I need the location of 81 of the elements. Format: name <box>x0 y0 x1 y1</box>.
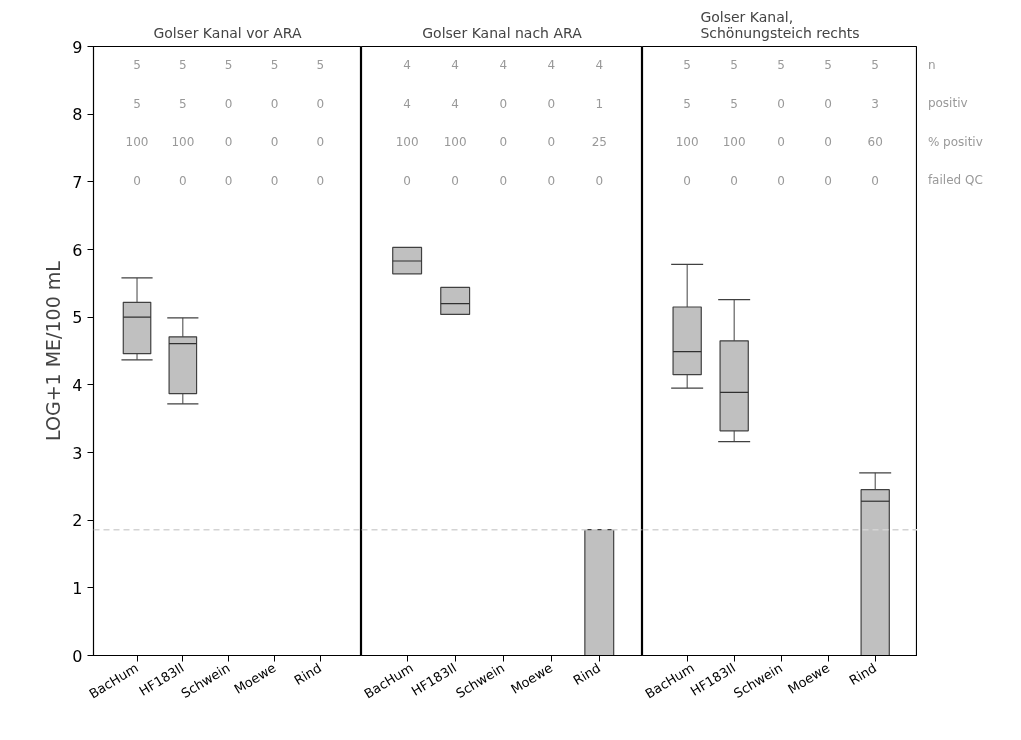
annotation: 5 <box>871 58 880 73</box>
annotation: 0 <box>730 173 738 188</box>
annotation: 5 <box>316 58 325 73</box>
annotation: 4 <box>595 58 604 73</box>
text: % positiv <box>927 134 983 149</box>
annotation: 0 <box>270 135 279 150</box>
annotation: 5 <box>224 58 233 73</box>
x-tick-label: Rind <box>846 660 880 689</box>
annotation: 0 <box>824 173 833 188</box>
annotation: 100 <box>443 135 467 150</box>
annotation: 4 <box>403 96 411 111</box>
annotation: 4 <box>499 58 508 73</box>
annotation: 5 <box>683 96 691 111</box>
text: failed QC <box>927 173 983 188</box>
annotation: 0 <box>824 96 833 111</box>
x-tick-label: Rind <box>570 660 604 689</box>
annotation: 5 <box>730 96 738 111</box>
annotation: 100 <box>395 135 419 150</box>
annotation: 25 <box>591 135 607 150</box>
annotation: 0 <box>224 96 233 111</box>
annotation: 3 <box>871 96 880 111</box>
annotation: 5 <box>133 58 141 73</box>
chart-title: Golser Kanal nach ARA <box>422 24 583 41</box>
annotation: 5 <box>824 58 833 73</box>
annotation: 0 <box>224 135 233 150</box>
chart-title: Golser Kanal, Schönungsteich rechts <box>700 8 860 41</box>
annotation: 0 <box>547 96 556 111</box>
annotation: 4 <box>547 58 556 73</box>
text: positiv <box>927 96 968 111</box>
annotation: 0 <box>499 96 508 111</box>
annotation: 0 <box>224 173 233 188</box>
annotation: 0 <box>316 173 325 188</box>
annotation: 4 <box>451 58 459 73</box>
annotation: 0 <box>316 135 325 150</box>
annotation: 5 <box>730 58 738 73</box>
y-tick-label: 0 <box>72 646 83 666</box>
annotation: 0 <box>595 173 604 188</box>
annotation: 0 <box>133 173 141 188</box>
y-tick-label: 2 <box>72 511 83 531</box>
annotation: 1 <box>595 96 604 111</box>
annotation: 0 <box>777 135 785 150</box>
annotation: 5 <box>270 58 279 73</box>
annotation: 0 <box>316 96 325 111</box>
annotation: 0 <box>547 135 556 150</box>
annotation: 5 <box>777 58 785 73</box>
annotation: 0 <box>499 135 508 150</box>
annotation: 0 <box>270 96 279 111</box>
y-tick-label: 4 <box>72 375 83 395</box>
y-tick-label: 8 <box>72 105 83 125</box>
annotation: 0 <box>777 173 785 188</box>
text: n <box>927 57 936 72</box>
annotation: 0 <box>683 173 691 188</box>
annotation: 0 <box>824 135 833 150</box>
annotation: 100 <box>171 135 195 150</box>
annotation: 4 <box>451 96 459 111</box>
x-tick-label: Rind <box>291 660 325 689</box>
annotation: 0 <box>451 173 459 188</box>
annotation: 60 <box>867 135 883 150</box>
annotation: 0 <box>499 173 508 188</box>
y-tick-label: 3 <box>72 443 83 463</box>
annotation: 0 <box>547 173 556 188</box>
y-tick-label: 1 <box>72 578 83 598</box>
annotation: 100 <box>675 135 699 150</box>
annotation: 100 <box>125 135 149 150</box>
y-tick-label: 5 <box>72 308 83 328</box>
annotation: 0 <box>871 173 880 188</box>
y-tick-label: 9 <box>72 37 83 57</box>
annotation: 5 <box>179 58 187 73</box>
y-axis-title: LOG+1 ME/100 mL <box>42 260 65 441</box>
annotation: 5 <box>179 96 187 111</box>
annotation: 100 <box>722 135 746 150</box>
annotation: 0 <box>777 96 785 111</box>
annotation: 0 <box>403 173 411 188</box>
annotation: 0 <box>179 173 187 188</box>
annotation: 5 <box>133 96 141 111</box>
y-tick-label: 7 <box>72 172 83 192</box>
chart-title: Golser Kanal vor ARA <box>153 24 302 41</box>
annotation: 5 <box>683 58 691 73</box>
annotation: 0 <box>270 173 279 188</box>
annotation: 4 <box>403 58 411 73</box>
y-tick-label: 6 <box>72 240 83 260</box>
